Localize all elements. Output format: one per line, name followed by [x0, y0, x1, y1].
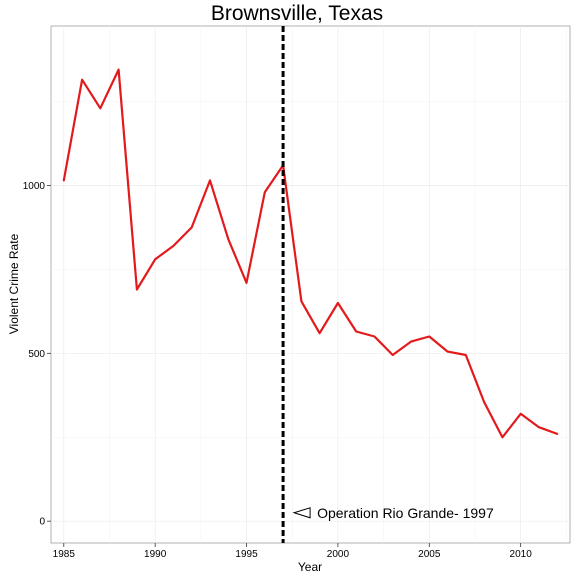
annotation-layer: Operation Rio Grande- 1997	[281, 26, 494, 543]
chart-title: Brownsville, Texas	[211, 2, 383, 25]
x-tick-label: 1985	[53, 549, 76, 560]
x-tick-label: 2000	[327, 549, 350, 560]
x-tick-label: 2010	[510, 549, 533, 560]
series-layer	[62, 68, 559, 439]
x-tick-label: 1990	[144, 549, 167, 560]
x-axis-title: Year	[298, 560, 322, 574]
series-line	[62, 68, 559, 439]
x-tick-label: 1995	[235, 549, 258, 560]
plot-area	[50, 25, 571, 544]
x-tick-label: 2005	[418, 549, 441, 560]
y-axis-ticks: 0 500 1000	[23, 181, 51, 528]
y-axis-title: Violent Crime Rate	[7, 233, 21, 334]
y-tick-label: 500	[28, 349, 45, 360]
y-tick-label: 0	[39, 517, 45, 528]
annotation-label: Operation Rio Grande- 1997	[317, 505, 494, 521]
annotation-arrow-icon	[292, 507, 311, 519]
y-tick-label: 1000	[23, 181, 46, 192]
grid-lines	[51, 26, 570, 543]
x-axis-ticks: 1985 1990 1995 2000 2005 2010	[53, 543, 533, 560]
